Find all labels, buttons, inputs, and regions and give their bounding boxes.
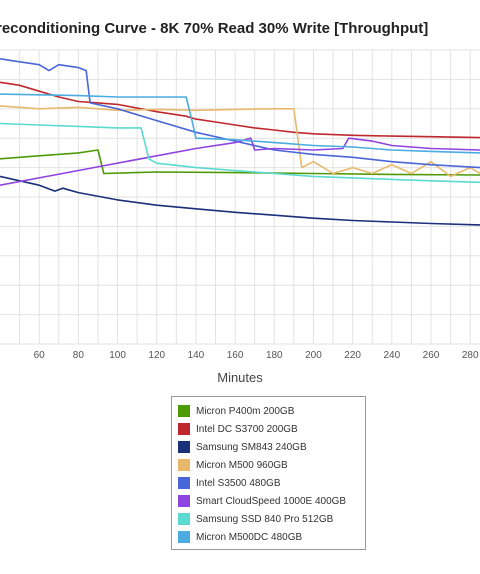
- x-tick-label: 220: [344, 350, 361, 360]
- x-tick-label: 200: [305, 350, 322, 360]
- x-tick-label: 60: [34, 350, 46, 360]
- x-tick-label: 140: [188, 350, 205, 360]
- legend-label: Samsung SSD 840 Pro 512GB: [196, 513, 334, 525]
- series-line-7: [0, 122, 480, 184]
- legend-swatch: [178, 477, 190, 489]
- series-layer: [0, 58, 480, 226]
- x-tick-label: 80: [73, 350, 85, 360]
- legend-label: Intel DC S3700 200GB: [196, 423, 298, 435]
- legend-label: Micron M500DC 480GB: [196, 531, 303, 543]
- legend-swatch: [178, 531, 190, 543]
- legend-label: Micron P400m 200GB: [196, 405, 295, 417]
- legend-item: Micron M500DC 480GB: [178, 529, 302, 545]
- x-tick-labels: 60 80 100 120 140 160 180 200 220 240 260 280: [34, 350, 479, 360]
- x-tick-label: 160: [227, 350, 244, 360]
- legend-swatch: [178, 495, 190, 507]
- legend-swatch: [178, 441, 190, 453]
- legend-swatch: [178, 459, 190, 471]
- legend-item: Micron M500 960GB: [178, 457, 288, 473]
- legend-item: Smart CloudSpeed 1000E 400GB: [178, 493, 346, 509]
- series-line-2: [0, 81, 480, 139]
- legend-label: Micron M500 960GB: [196, 459, 288, 471]
- x-tick-label: 240: [383, 350, 400, 360]
- legend-item: Intel DC S3700 200GB: [178, 421, 298, 437]
- legend-item: Intel S3500 480GB: [178, 475, 281, 491]
- grid-lines: [0, 49, 480, 345]
- chart-title: Preconditioning Curve - 8K 70% Read 30% …: [0, 20, 429, 37]
- x-axis-label: Minutes: [217, 370, 263, 385]
- series-line-8: [0, 93, 480, 154]
- legend-label: Intel S3500 480GB: [196, 477, 281, 489]
- series-line-5: [0, 58, 480, 169]
- legend-item: Samsung SSD 840 Pro 512GB: [178, 511, 333, 527]
- x-tick-label: 180: [266, 350, 283, 360]
- series-line-4: [0, 105, 480, 178]
- legend-swatch: [178, 423, 190, 435]
- series-line-6: [0, 137, 480, 186]
- series-line-3: [0, 175, 480, 226]
- x-tick-label: 120: [148, 350, 165, 360]
- plot-area: 60 80 100 120 140 160 180 200 220 240 260 280: [0, 49, 480, 360]
- series-line-1: [0, 149, 480, 176]
- legend-swatch: [178, 513, 190, 525]
- x-tick-label: 280: [462, 350, 479, 360]
- legend-label: Samsung SM843 240GB: [196, 441, 307, 453]
- legend-item: Samsung SM843 240GB: [178, 439, 307, 455]
- legend-item: Micron P400m 200GB: [178, 403, 294, 419]
- legend-label: Smart CloudSpeed 1000E 400GB: [196, 495, 347, 507]
- x-tick-label: 100: [109, 350, 126, 360]
- x-tick-label: 260: [423, 350, 440, 360]
- legend: Micron P400m 200GB Intel DC S3700 200GB Sa…: [171, 396, 366, 550]
- legend-swatch: [178, 405, 190, 417]
